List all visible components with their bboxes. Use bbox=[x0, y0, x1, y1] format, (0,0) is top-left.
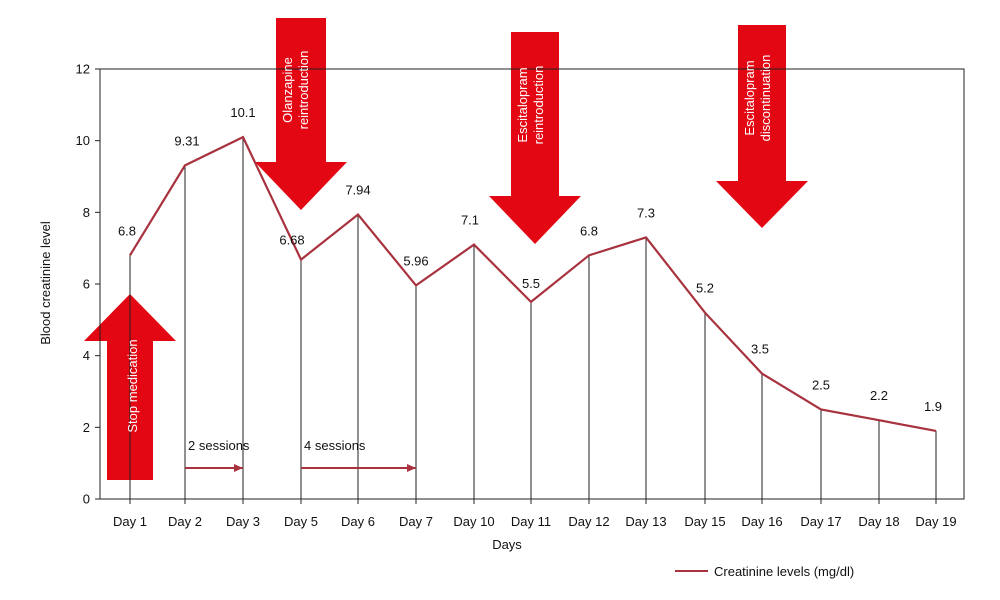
red-annotation-arrow bbox=[489, 32, 581, 244]
data-label: 3.5 bbox=[751, 342, 769, 357]
y-tick-label: 6 bbox=[83, 277, 90, 292]
data-label: 6.8 bbox=[580, 223, 598, 238]
data-label: 9.31 bbox=[174, 133, 199, 148]
arrow-label: Stop medication bbox=[125, 339, 140, 432]
arrow-label-line: reintroduction bbox=[296, 51, 311, 130]
legend-label: Creatinine levels (mg/dl) bbox=[714, 564, 854, 579]
x-tick-label: Day 11 bbox=[511, 514, 551, 529]
x-tick-label: Day 16 bbox=[741, 514, 782, 529]
data-label: 1.9 bbox=[924, 399, 942, 414]
data-label: 2.5 bbox=[812, 377, 830, 392]
arrow-label: Escitalopramreintroduction bbox=[515, 66, 546, 145]
x-tick-label: Day 3 bbox=[226, 514, 260, 529]
arrow-label-line: discontinuation bbox=[758, 55, 773, 142]
y-tick-label: 2 bbox=[83, 420, 90, 435]
x-tick-label: Day 19 bbox=[915, 514, 956, 529]
data-label: 7.1 bbox=[461, 213, 479, 228]
x-tick-label: Day 5 bbox=[284, 514, 318, 529]
y-tick-label: 12 bbox=[76, 62, 90, 77]
arrow-label-line: Escitalopram bbox=[515, 67, 530, 142]
red-annotation-arrow bbox=[255, 18, 347, 210]
arrow-label-line: Olanzapine bbox=[280, 57, 295, 123]
x-tick-label: Day 1 bbox=[113, 514, 147, 529]
y-tick-label: 0 bbox=[83, 492, 90, 507]
x-tick-label: Day 18 bbox=[858, 514, 899, 529]
arrow-label-line: reintroduction bbox=[531, 66, 546, 145]
y-tick-label: 4 bbox=[83, 348, 90, 363]
data-label: 7.94 bbox=[345, 182, 370, 197]
session-label: 4 sessions bbox=[304, 438, 366, 453]
y-axis-title: Blood creatinine level bbox=[38, 221, 53, 345]
x-tick-label: Day 13 bbox=[625, 514, 666, 529]
data-label: 7.3 bbox=[637, 205, 655, 220]
y-tick-label: 8 bbox=[83, 205, 90, 220]
session-label: 2 sessions bbox=[188, 438, 250, 453]
data-label: 5.5 bbox=[522, 276, 540, 291]
data-label: 5.2 bbox=[696, 281, 714, 296]
data-label: 10.1 bbox=[230, 105, 255, 120]
legend: Creatinine levels (mg/dl) bbox=[675, 564, 854, 579]
creatinine-series-line bbox=[129, 135, 937, 432]
data-label: 2.2 bbox=[870, 388, 888, 403]
x-tick-label: Day 2 bbox=[168, 514, 202, 529]
annotation-layer bbox=[84, 18, 808, 480]
red-annotation-arrow bbox=[716, 25, 808, 228]
x-tick-label: Day 6 bbox=[341, 514, 375, 529]
x-tick-label: Day 10 bbox=[453, 514, 494, 529]
x-axis-title: Days bbox=[492, 537, 522, 552]
arrow-label: Escitalopramdiscontinuation bbox=[742, 55, 773, 142]
data-label: 6.68 bbox=[279, 233, 304, 248]
plot-layer: 0 2 4 6 8 10 12 Day 1 Day 2 Day 3 Day 5 Day 6 Day 7 D… bbox=[76, 62, 965, 529]
data-label: 6.8 bbox=[118, 223, 136, 238]
data-label: 5.96 bbox=[403, 253, 428, 268]
arrow-label-line: Escitalopram bbox=[742, 60, 757, 135]
arrow-label: Olanzapinereintroduction bbox=[280, 51, 311, 130]
x-tick-label: Day 17 bbox=[800, 514, 841, 529]
x-tick-label: Day 7 bbox=[399, 514, 433, 529]
x-tick-label: Day 15 bbox=[684, 514, 725, 529]
y-tick-label: 10 bbox=[76, 133, 90, 148]
x-tick-label: Day 12 bbox=[568, 514, 609, 529]
